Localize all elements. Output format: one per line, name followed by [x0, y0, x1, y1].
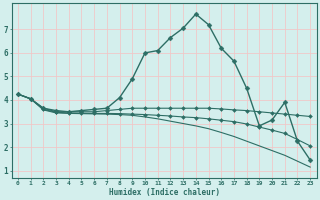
- X-axis label: Humidex (Indice chaleur): Humidex (Indice chaleur): [108, 188, 220, 197]
